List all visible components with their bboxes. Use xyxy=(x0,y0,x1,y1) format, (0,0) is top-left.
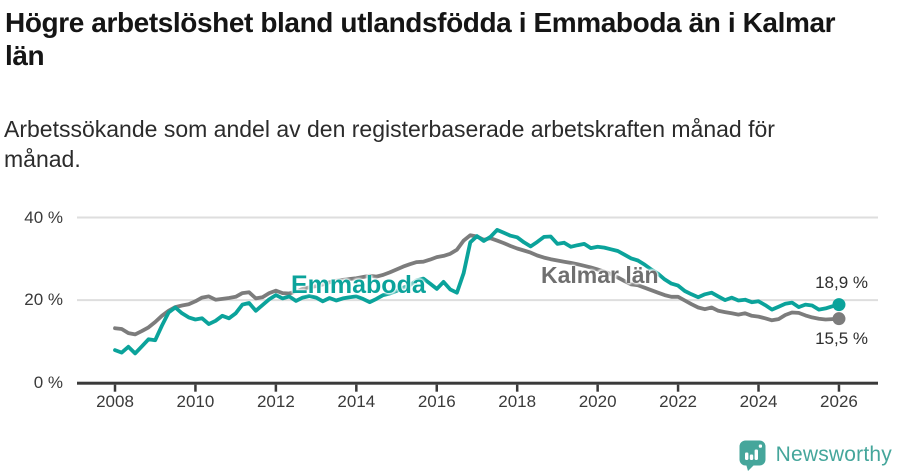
x-axis-line xyxy=(77,381,878,385)
y-tick-label: 40 % xyxy=(24,207,63,227)
x-axis-tick xyxy=(113,384,117,392)
x-tick-label: 2010 xyxy=(176,392,215,411)
newsworthy-logo-icon xyxy=(739,440,766,471)
kalmar-line xyxy=(113,233,841,337)
x-tick-label: 2018 xyxy=(498,392,537,411)
emmaboda-line xyxy=(113,228,841,356)
line-chart-canvas xyxy=(77,216,878,392)
x-axis-tick xyxy=(194,384,197,392)
chart-title: Högre arbetslöshet bland utlandsfödda i … xyxy=(5,7,836,71)
x-tick-label: 2008 xyxy=(96,392,134,411)
kalmar-end-dot xyxy=(832,312,846,326)
x-axis-tick xyxy=(274,384,278,392)
emmaboda-end-dot xyxy=(832,298,846,312)
x-tick-label: 2014 xyxy=(337,392,376,411)
x-tick-label: 2024 xyxy=(739,392,778,411)
x-tick-label: 2020 xyxy=(578,392,617,411)
x-axis-tick xyxy=(837,384,841,392)
end-value-kalmar: 15,5 % xyxy=(815,329,868,348)
x-axis-tick xyxy=(757,384,760,392)
chart-subtitle: Arbetssökande som andel av den registerb… xyxy=(4,116,775,172)
end-value-emmaboda: 18,9 % xyxy=(815,273,868,292)
brand-name: Newsworthy xyxy=(775,443,892,466)
x-tick-label: 2012 xyxy=(256,392,295,411)
x-tick-label: 2016 xyxy=(417,392,456,411)
series-label-emmaboda: Emmaboda xyxy=(291,271,426,299)
x-axis-tick xyxy=(515,384,519,392)
series-label-kalmar: Kalmar län xyxy=(541,262,659,288)
x-tick-label: 2026 xyxy=(820,392,858,411)
x-axis-tick xyxy=(355,384,358,392)
brand-footer: Newsworthy xyxy=(738,439,892,471)
y-tick-label: 0 % xyxy=(33,372,63,392)
x-axis-tick xyxy=(676,384,680,392)
chart-area: Emmaboda Kalmar län 18,9 % 15,5 % 2008 20… xyxy=(0,188,900,434)
x-tick-label: 2022 xyxy=(659,392,697,411)
y-tick-label: 20 % xyxy=(24,290,63,310)
x-axis-tick xyxy=(435,384,439,392)
x-axis-tick xyxy=(596,384,599,392)
